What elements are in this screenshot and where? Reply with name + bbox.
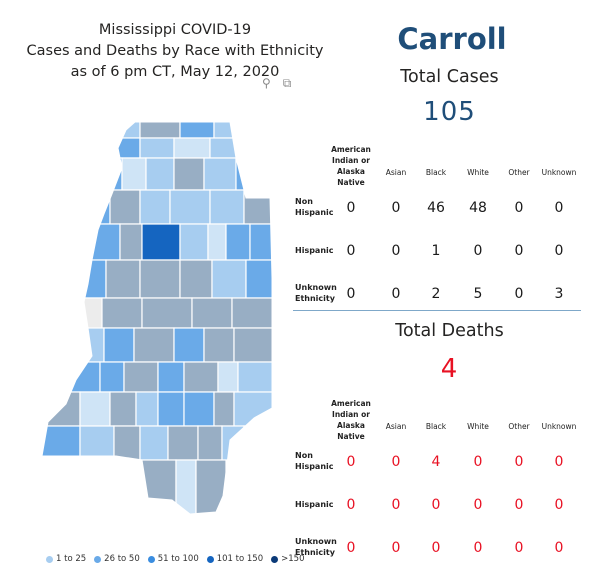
table-cell: 0 [554,497,564,513]
table-cell: 0 [514,286,524,302]
row-header: Non Hispanic [295,451,334,471]
table-cell: 0 [431,497,441,513]
title-line-3: as of 6 pm CT, May 12, 2020 [70,64,280,80]
column-header: Black [425,422,447,431]
table-cell: 0 [554,540,564,556]
table-cell: 0 [473,540,483,556]
table-cell: 0 [391,200,401,216]
legend-item[interactable]: >150 [271,554,304,564]
table-cell: 0 [346,497,356,513]
mississippi-county-map[interactable] [40,118,285,543]
cases-table: American Indian or Alaska Native Asian Bla… [293,140,583,305]
table-cell: 0 [554,454,564,470]
table-cell: 0 [514,243,524,259]
legend-dot [94,555,102,563]
table-cell: 0 [391,540,401,556]
table-cell: 0 [514,200,524,216]
visual-header: ⚲ ⧉ [262,76,291,91]
table-cell: 0 [346,243,356,259]
table-cell: 0 [473,454,483,470]
row-header: Unknown Ethnicity [295,283,337,303]
state-outline [41,121,273,515]
title-line-1: Mississippi COVID-19 [98,22,252,38]
legend-dot [147,555,155,563]
table-cell: 2 [431,286,441,302]
column-header: Unknown [541,168,577,177]
table-cell: 0 [514,540,524,556]
row-header: Hispanic [295,246,334,255]
legend-label: >150 [281,554,305,564]
table-cell: 1 [431,243,441,259]
county-grid [42,122,272,514]
row-header: Hispanic [295,500,334,509]
row-header: Unknown Ethnicity [295,537,337,557]
title-line-2: Cases and Deaths by Race with Ethnicity [26,43,324,59]
row-header: Non Hispanic [295,197,334,217]
column-header: Asian [385,168,407,177]
table-cell: 0 [391,243,401,259]
legend-label: 51 to 100 [157,554,199,564]
chart-title: Mississippi COVID-19 Cases and Deaths by… [20,20,330,83]
divider [293,310,581,311]
column-header: American Indian or Alaska Native [331,145,371,187]
table-cell: 0 [346,286,356,302]
deaths-table: American Indian or Alaska Native Asian Bla… [293,394,583,559]
total-cases-value: 105 [423,97,476,127]
pin-icon[interactable]: ⚲ [262,76,271,90]
column-header: Asian [385,422,407,431]
column-header: White [467,422,489,431]
table-cell: 0 [514,454,524,470]
table-cell: 0 [431,540,441,556]
county-name: Carroll [397,22,507,56]
legend-item[interactable]: 51 to 100 [147,554,199,564]
table-cell: 0 [473,243,483,259]
legend-dot [46,555,53,563]
total-deaths-label: Total Deaths [395,321,504,341]
legend-dot [206,555,214,563]
table-cell: 0 [554,200,564,216]
focus-mode-icon[interactable]: ⧉ [282,76,292,90]
column-header: Other [508,422,530,431]
legend-item[interactable]: 1 to 25 [46,554,86,564]
total-deaths-value: 4 [440,354,459,384]
column-header: American Indian or Alaska Native [331,399,371,441]
legend-label: 26 to 50 [104,554,140,564]
table-cell: 0 [346,200,356,216]
column-header: Other [508,168,530,177]
table-cell: 0 [391,497,401,513]
column-header: Unknown [541,422,577,431]
table-cell: 4 [431,454,441,470]
table-cell: 0 [346,454,356,470]
table-cell: 46 [427,200,445,216]
table-cell: 0 [391,454,401,470]
legend-label: 1 to 25 [56,554,87,564]
table-cell: 3 [554,286,564,302]
legend-label: 101 to 150 [216,554,264,564]
legend-item[interactable]: 26 to 50 [94,554,140,564]
table-cell: 0 [554,243,564,259]
total-cases-label: Total Cases [400,67,499,87]
map-legend: 1 to 25 26 to 50 51 to 100 101 to 150 >1… [46,554,304,564]
legend-item[interactable]: 101 to 150 [206,554,264,564]
table-cell: 0 [346,540,356,556]
table-cell: 5 [473,286,483,302]
table-cell: 48 [469,200,487,216]
table-cell: 0 [514,497,524,513]
table-cell: 0 [391,286,401,302]
table-cell: 0 [473,497,483,513]
column-header: Black [425,168,447,177]
legend-dot [271,555,279,563]
column-header: White [467,168,489,177]
